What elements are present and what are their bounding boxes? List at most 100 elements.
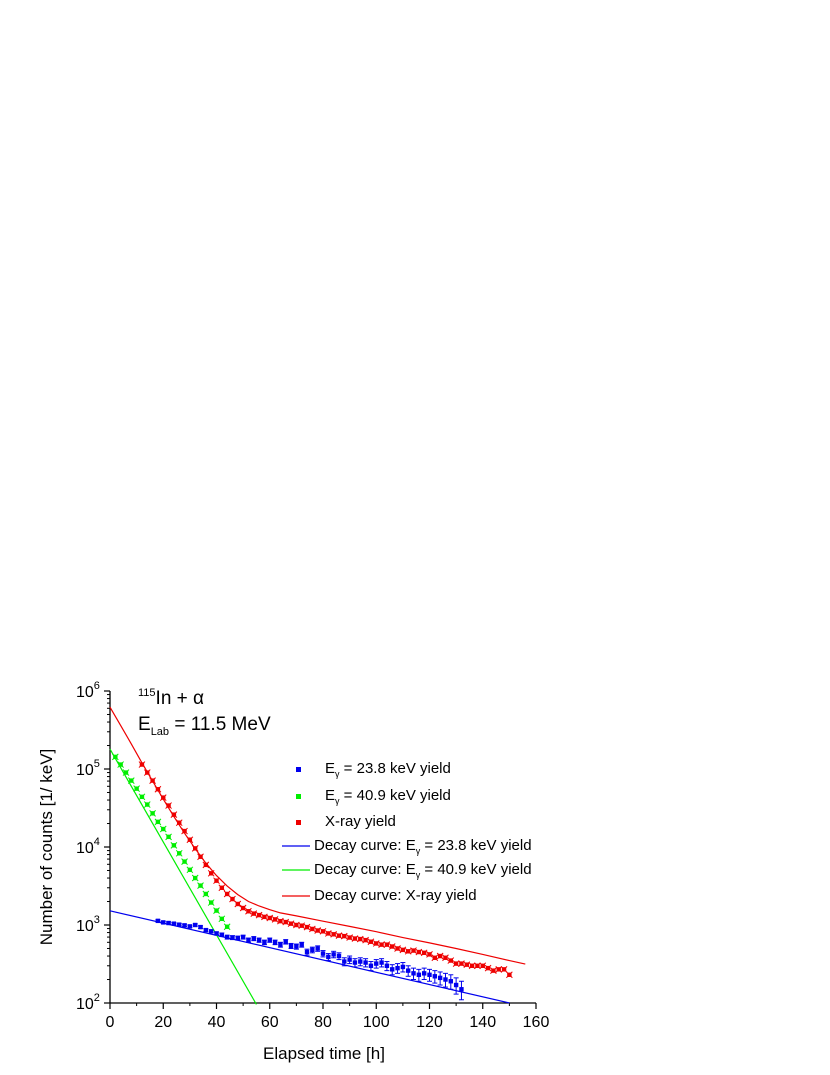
- data-point: [374, 941, 379, 946]
- data-point: [193, 922, 198, 928]
- data-point: [342, 959, 347, 964]
- data-point: [155, 819, 161, 825]
- data-point: [235, 935, 240, 941]
- y-tick-label: 102: [76, 992, 100, 1013]
- data-point: [368, 939, 374, 944]
- svg-text:115In + α: 115In + α: [138, 687, 204, 709]
- plot-axes: 0 20 40 60 80 100 120 140 160 102 103 104 105 106: [76, 680, 549, 1031]
- data-point: [299, 923, 304, 928]
- data-point: [336, 953, 342, 959]
- legend-label: Decay curve: Eγ = 40.9 keV yield: [314, 861, 532, 880]
- data-point: [288, 921, 294, 926]
- reaction-label: In + α: [156, 688, 204, 709]
- x-tick-label: 80: [314, 1014, 332, 1031]
- data-point: [230, 935, 235, 940]
- legend-label: Eγ = 40.9 keV yield: [325, 787, 451, 806]
- data-point: [294, 944, 299, 949]
- data-point: [224, 924, 230, 929]
- energy-symbol: E: [138, 714, 151, 735]
- data-points: [111, 753, 513, 1001]
- data-point: [230, 896, 235, 902]
- data-point: [421, 971, 427, 976]
- data-point: [331, 932, 336, 937]
- data-point: [358, 959, 363, 964]
- data-point: [203, 927, 209, 933]
- data-point: [193, 875, 198, 881]
- data-point: [363, 937, 368, 943]
- data-point: [246, 937, 251, 943]
- fit-curve: [109, 748, 257, 1005]
- data-point: [469, 963, 475, 968]
- y-tick-label: 103: [76, 914, 100, 935]
- data-point: [395, 946, 400, 951]
- data-point: [177, 851, 182, 856]
- data-point: [208, 871, 214, 876]
- data-point: [219, 932, 225, 937]
- data-point: [411, 971, 416, 976]
- data-point: [187, 924, 193, 929]
- data-point: [453, 982, 459, 988]
- svg-text:ELab = 11.5 MeV: ELab = 11.5 MeV: [138, 714, 271, 738]
- data-point: [145, 802, 150, 807]
- y-axis-label: Number of counts [1/ keV]: [37, 749, 56, 946]
- data-point: [368, 963, 374, 968]
- legend-marker: [296, 767, 301, 772]
- legend-label: X-ray yield: [325, 813, 396, 830]
- data-point: [427, 952, 432, 957]
- data-point: [347, 957, 352, 962]
- data-point: [118, 762, 123, 767]
- data-point: [198, 854, 203, 859]
- data-point: [240, 905, 246, 911]
- x-tick-label: 20: [154, 1014, 172, 1031]
- data-point: [219, 916, 225, 922]
- data-point: [299, 942, 304, 947]
- energy-subscript: Lab: [151, 726, 169, 738]
- data-point: [278, 918, 283, 924]
- data-point: [161, 826, 166, 832]
- data-point: [134, 786, 139, 791]
- data-point: [427, 972, 432, 977]
- data-point: [310, 947, 315, 953]
- data-point: [166, 920, 171, 926]
- data-point: [326, 931, 331, 936]
- data-point: [267, 915, 272, 921]
- x-tick-label: 140: [469, 1014, 496, 1031]
- data-point: [182, 828, 187, 834]
- x-tick-label: 40: [208, 1014, 226, 1031]
- data-point: [219, 885, 225, 890]
- data-point: [358, 936, 363, 942]
- data-point: [139, 794, 145, 800]
- x-tick-label: 60: [261, 1014, 279, 1031]
- data-point: [166, 803, 171, 808]
- data-point: [416, 972, 422, 977]
- data-point: [187, 837, 193, 842]
- data-point: [155, 918, 161, 924]
- data-point: [464, 962, 469, 967]
- data-point: [182, 923, 187, 928]
- data-point: [150, 811, 155, 816]
- data-point: [214, 931, 219, 936]
- fit-curve: [109, 910, 510, 1004]
- data-point: [171, 812, 177, 817]
- data-point: [437, 953, 443, 959]
- data-point: [390, 967, 395, 972]
- data-point: [326, 954, 331, 960]
- data-point: [283, 919, 288, 925]
- data-point: [411, 948, 416, 953]
- fit-curves: [109, 706, 526, 1005]
- data-point: [507, 972, 512, 977]
- data-point: [240, 934, 246, 940]
- data-point: [113, 754, 118, 760]
- data-point: [304, 924, 310, 930]
- x-tick-label: 0: [106, 1014, 115, 1031]
- data-point: [262, 940, 267, 945]
- isotope-mass-number: 115: [138, 687, 156, 699]
- data-point: [262, 914, 267, 920]
- legend-label: Decay curve: Eγ = 23.8 keV yield: [314, 837, 532, 856]
- data-point: [384, 942, 390, 947]
- data-point: [448, 958, 453, 963]
- legend-label: Decay curve: X-ray yield: [314, 887, 477, 904]
- data-point: [320, 929, 326, 934]
- data-point: [443, 977, 448, 982]
- data-point: [352, 936, 358, 941]
